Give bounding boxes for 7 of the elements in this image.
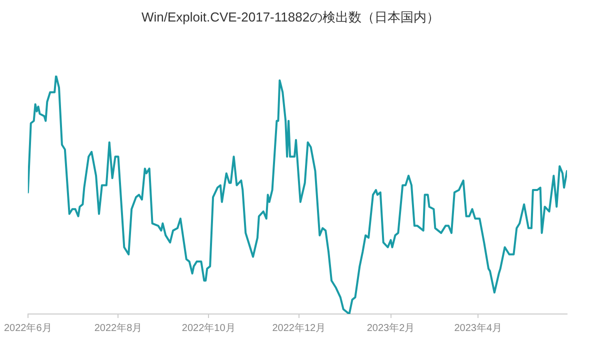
x-tick-label: 2022年8月 [94, 322, 142, 334]
x-tick-label: 2022年6月 [4, 322, 52, 334]
chart-title: Win/Exploit.CVE-2017-11882の検出数（日本国内） [141, 9, 440, 24]
x-tick-label: 2023年4月 [454, 322, 502, 334]
x-tick-label: 2022年12月 [272, 322, 326, 334]
x-tick-label: 2022年10月 [182, 322, 236, 334]
x-tick-label: 2023年2月 [366, 322, 415, 334]
